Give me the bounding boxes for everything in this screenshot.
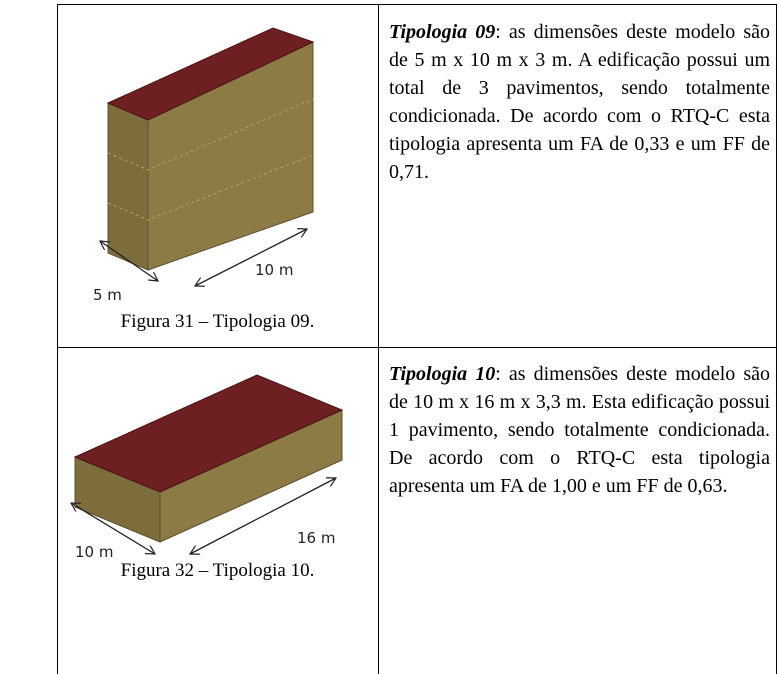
description: Tipologia 10: as dimensões deste modelo …: [389, 360, 770, 500]
dimension-label: 10 m: [255, 261, 293, 279]
table-border: [57, 4, 58, 674]
dimension-label: 16 m: [297, 529, 335, 547]
description-text: : as dimensões deste modelo são de 5 m x…: [389, 21, 770, 183]
table-border: [57, 4, 777, 5]
dimension-label: 5 m: [93, 286, 122, 304]
table-border: [776, 4, 777, 674]
heading: Tipologia 09: [389, 21, 496, 43]
box-figure: 10 m 16 m: [71, 374, 344, 561]
row-border: [57, 347, 777, 348]
heading: Tipologia 10: [389, 363, 496, 385]
figure-caption: Figura 32 – Tipologia 10.: [120, 560, 315, 581]
description: Tipologia 09: as dimensões deste modelo …: [389, 18, 770, 186]
column-border: [378, 4, 379, 674]
dimension-label: 10 m: [75, 543, 113, 561]
box-figure: 5 m 10 m: [93, 27, 315, 304]
figure-caption: Figura 31 – Tipologia 09.: [120, 311, 315, 332]
description-text: : as dimensões deste modelo são de 10 m …: [389, 363, 770, 497]
